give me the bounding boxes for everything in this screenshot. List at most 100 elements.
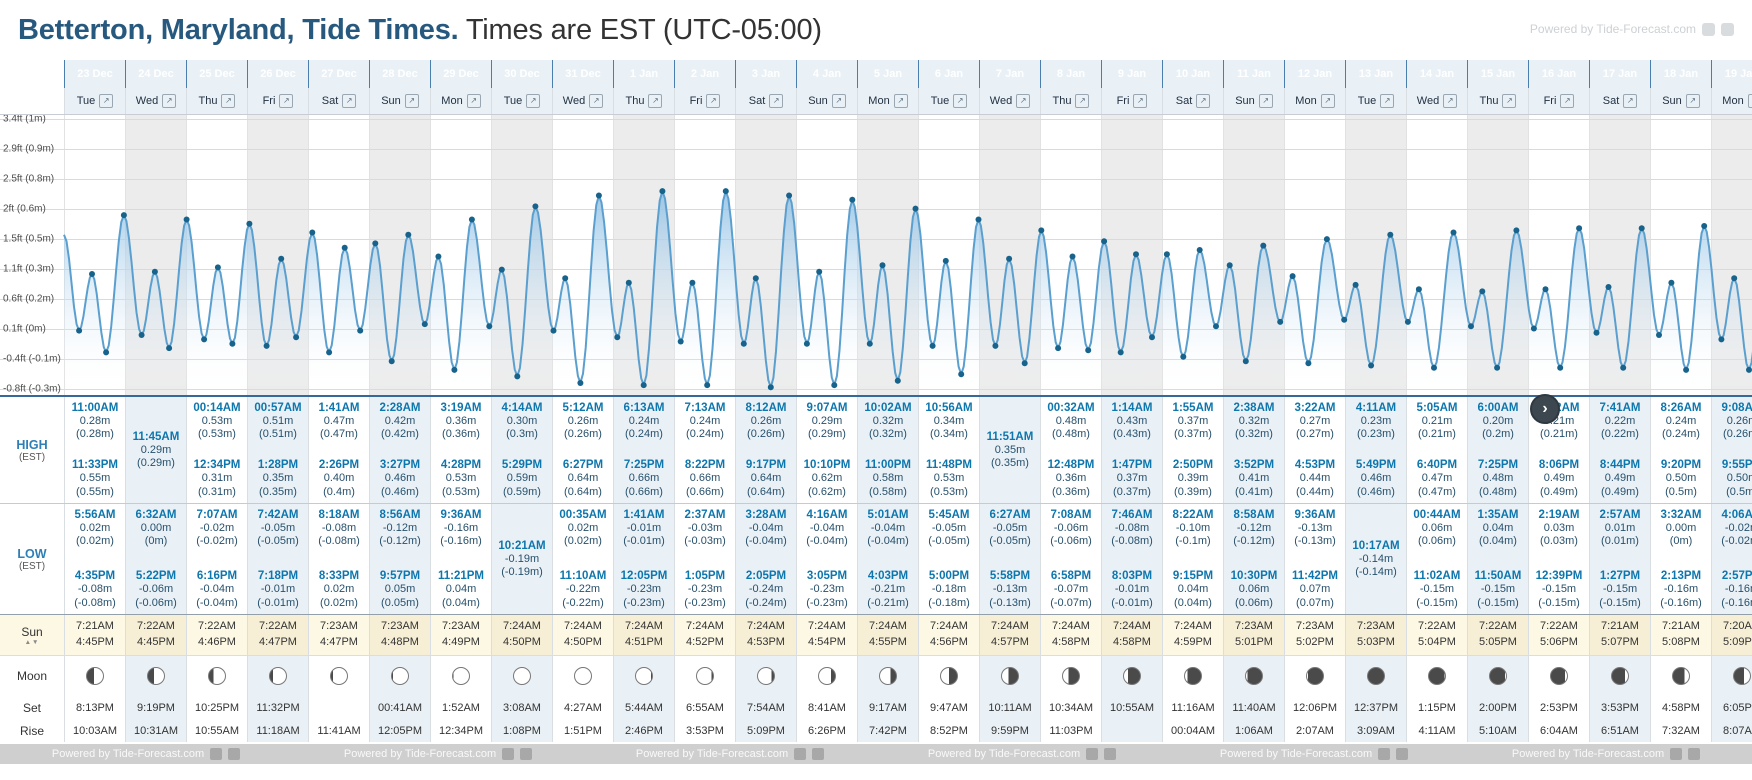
expand-day-icon[interactable]: ↗ [404,94,419,108]
date-header[interactable]: 10 Jan [1162,60,1223,88]
tide-height-m: 0.34m [933,415,965,428]
date-header[interactable]: 18 Jan [1650,60,1711,88]
tide-height-m: 0.51m [262,415,294,428]
moonset-time-cell: 11:32PM [247,696,308,719]
date-header[interactable]: 2 Jan [674,60,735,88]
date-header[interactable]: 17 Jan [1589,60,1650,88]
app-store-icon[interactable] [1702,22,1715,36]
date-header[interactable]: 19 Jan [1711,60,1752,88]
date-header[interactable]: 3 Jan [735,60,796,88]
app-store-icon[interactable] [794,748,807,760]
date-header[interactable]: 31 Dec [552,60,613,88]
expand-day-icon[interactable]: ↗ [831,94,846,108]
app-store-icon[interactable] [210,748,223,760]
play-store-icon[interactable] [1721,22,1734,36]
play-store-icon[interactable] [520,748,533,760]
expand-day-icon[interactable]: ↗ [1685,94,1700,108]
low-tide-event: 1:41AM -0.01m (-0.01m) [623,508,665,549]
date-header[interactable]: 13 Jan [1345,60,1406,88]
expand-day-icon[interactable]: ↗ [706,94,721,108]
app-store-icon[interactable] [1670,748,1683,760]
date-header[interactable]: 4 Jan [796,60,857,88]
high-tide-cell: 00:57AM 0.51m (0.51m) 1:28PM 0.35m (0.35m) [247,397,308,503]
tide-extreme-dot [722,188,729,195]
expand-day-icon[interactable]: ↗ [589,94,604,108]
play-store-icon[interactable] [228,748,241,760]
expand-day-icon[interactable]: ↗ [769,94,784,108]
tide-height-m: -0.16m [443,522,479,535]
date-header[interactable]: 28 Dec [369,60,430,88]
play-store-icon[interactable] [812,748,825,760]
app-store-icon[interactable] [502,748,515,760]
page-header: Betterton, Maryland, Tide Times. Times a… [0,0,1752,60]
expand-day-icon[interactable]: ↗ [1380,94,1395,108]
sun-label: Sun [21,624,43,639]
high-tide-cell: 5:05AM 0.21m (0.21m) 6:40PM 0.47m (0.47m) [1406,397,1467,503]
expand-day-icon[interactable]: ↗ [1016,94,1031,108]
moonrise-time-cell: 8:52PM [918,719,979,742]
expand-day-icon[interactable]: ↗ [1258,94,1273,108]
expand-day-icon[interactable]: ↗ [99,94,114,108]
weekday-label: Fri [262,95,276,107]
expand-day-icon[interactable]: ↗ [953,94,968,108]
expand-day-icon[interactable]: ↗ [1560,94,1575,108]
tide-height-paren: (-0.05m) [257,535,299,548]
play-store-icon[interactable] [1396,748,1409,760]
tide-time: 5:56AM [74,509,116,521]
scroll-next-button[interactable]: › [1530,394,1560,424]
tide-time: 8:06PM [1538,459,1580,472]
expand-day-icon[interactable]: ↗ [526,94,541,108]
sun-cell: 7:23AM 4:48PM [369,615,430,655]
moonset-time-cell: 9:47AM [918,696,979,719]
expand-day-icon[interactable]: ↗ [221,94,236,108]
play-store-icon[interactable] [1688,748,1701,760]
sunset-time: 4:59PM [1174,636,1212,648]
expand-day-icon[interactable]: ↗ [466,94,481,108]
date-header[interactable]: 23 Dec [64,60,125,88]
date-header[interactable]: 29 Dec [430,60,491,88]
tide-extreme-dot [1731,275,1738,282]
date-header[interactable]: 9 Jan [1101,60,1162,88]
date-header[interactable]: 1 Jan [613,60,674,88]
expand-day-icon[interactable]: ↗ [1196,94,1211,108]
tide-time: 3:05PM [806,570,848,583]
expand-day-icon[interactable]: ↗ [1747,94,1752,108]
date-header[interactable]: 27 Dec [308,60,369,88]
date-header[interactable]: 12 Jan [1284,60,1345,88]
low-tide-event: 9:57PM 0.05m (0.05m) [380,569,420,610]
expand-day-icon[interactable]: ↗ [1502,94,1517,108]
date-header[interactable]: 11 Jan [1223,60,1284,88]
expand-day-icon[interactable]: ↗ [1133,94,1148,108]
date-header[interactable]: 26 Dec [247,60,308,88]
date-header[interactable]: 8 Jan [1040,60,1101,88]
date-header[interactable]: 7 Jan [979,60,1040,88]
expand-day-icon[interactable]: ↗ [1075,94,1090,108]
expand-day-icon[interactable]: ↗ [648,94,663,108]
expand-day-icon[interactable]: ↗ [162,94,177,108]
app-store-icon[interactable] [1378,748,1391,760]
date-header[interactable]: 15 Jan [1467,60,1528,88]
date-header[interactable]: 25 Dec [186,60,247,88]
expand-day-icon[interactable]: ↗ [893,94,908,108]
expand-day-icon[interactable]: ↗ [279,94,294,108]
tide-height-paren: (0.02m) [320,596,358,609]
app-store-icon[interactable] [1086,748,1099,760]
tide-extreme-dot [1149,334,1155,341]
date-header[interactable]: 16 Jan [1528,60,1589,88]
expand-day-icon[interactable]: ↗ [342,94,357,108]
high-tide-event: 2:38AM 0.32m (0.32m) [1234,401,1275,442]
date-header[interactable]: 30 Dec [491,60,552,88]
date-header[interactable]: 5 Jan [857,60,918,88]
expand-day-icon[interactable]: ↗ [1443,94,1458,108]
date-header[interactable]: 6 Jan [918,60,979,88]
moon-phase-cell [1589,656,1650,696]
expand-day-icon[interactable]: ↗ [1623,94,1638,108]
play-store-icon[interactable] [1104,748,1117,760]
tide-extreme-dot [975,216,982,223]
sun-cell: 7:24AM 4:51PM [613,615,674,655]
tide-time: 5:49PM [1355,459,1397,472]
date-header[interactable]: 14 Jan [1406,60,1467,88]
weekday-label: Thu [1052,95,1072,107]
date-header[interactable]: 24 Dec [125,60,186,88]
expand-day-icon[interactable]: ↗ [1320,94,1335,108]
